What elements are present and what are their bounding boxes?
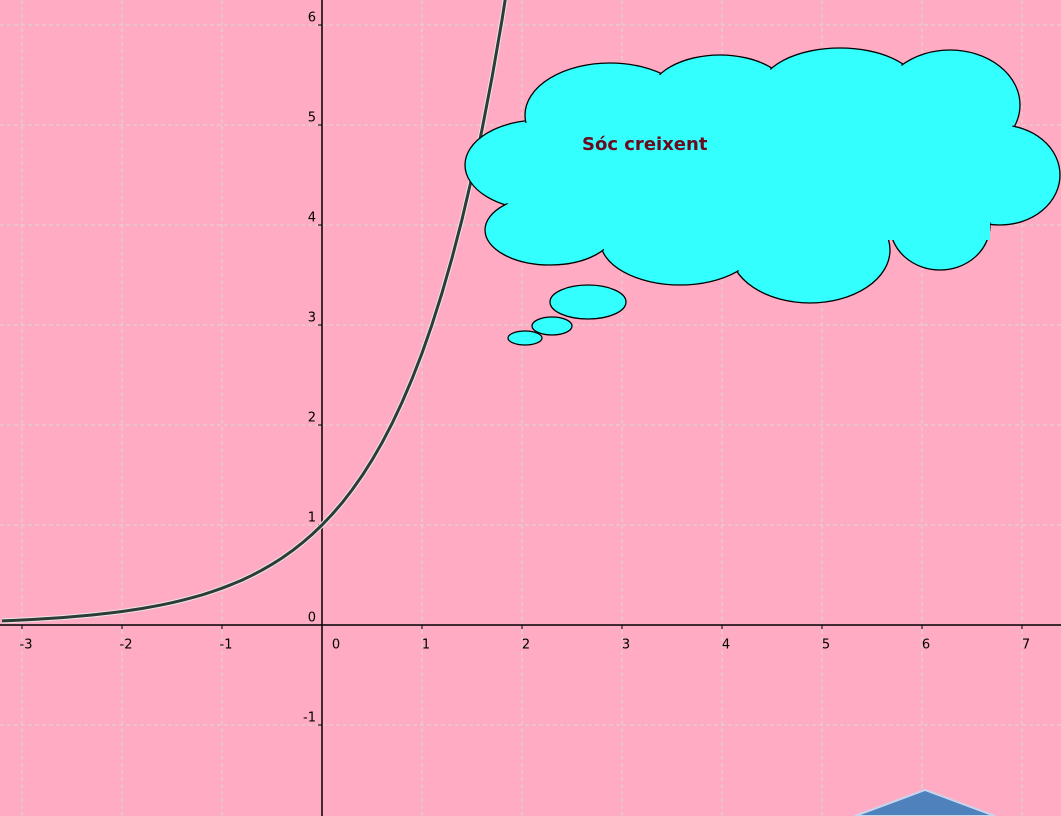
x-tick-label: 4 — [722, 638, 730, 653]
curve-layer — [1, 0, 508, 624]
y-tick-label: -1 — [303, 711, 316, 726]
x-tick-label: 5 — [822, 638, 830, 653]
y-tick-label: 1 — [308, 511, 316, 526]
annotation: Sóc creixent — [582, 134, 708, 155]
nav-button[interactable] — [854, 788, 996, 816]
y-tick-label: 5 — [308, 111, 316, 126]
y-tick-label: 6 — [308, 11, 316, 26]
thought-cloud — [464, 47, 1061, 346]
x-tick-label: -2 — [120, 638, 133, 653]
x-tick-label: -3 — [20, 638, 33, 653]
y-tick-label: 3 — [308, 311, 316, 326]
y-tick-label: 0 — [308, 611, 316, 626]
y-tick-label: 4 — [308, 211, 316, 226]
x-tick-label: 6 — [922, 638, 930, 653]
x-tick-label: 2 — [522, 638, 530, 653]
x-tick-label: 0 — [332, 638, 340, 653]
x-tick-label: 7 — [1022, 638, 1030, 653]
x-tick-label: 3 — [622, 638, 630, 653]
x-tick-label: 1 — [422, 638, 430, 653]
y-tick-label: 2 — [308, 411, 316, 426]
curve — [1, 0, 507, 623]
x-tick-label: -1 — [220, 638, 233, 653]
